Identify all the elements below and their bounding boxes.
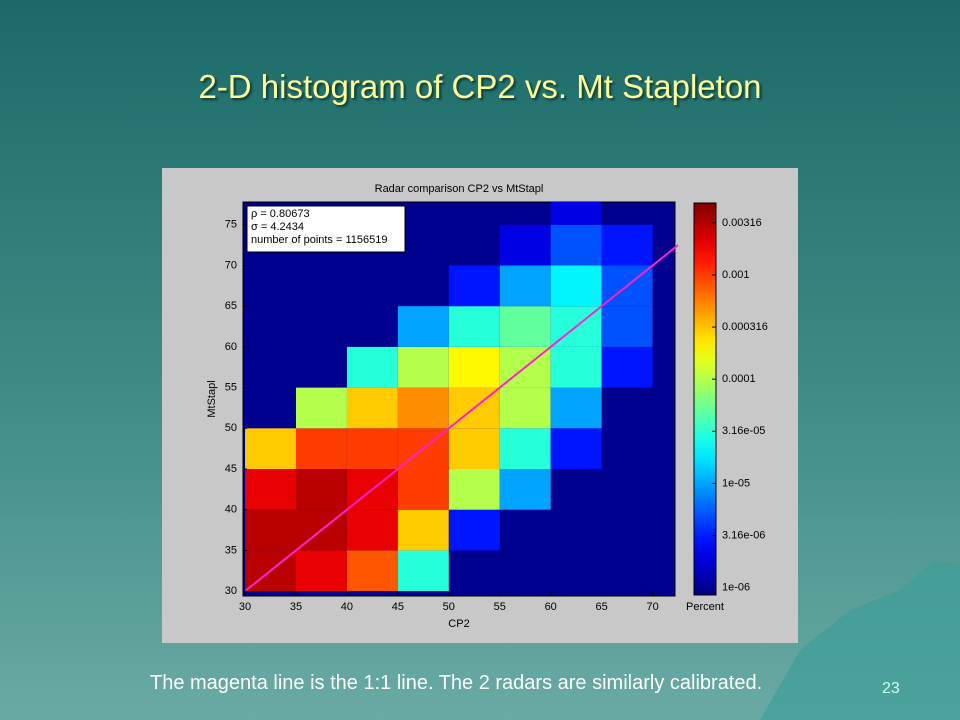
heatmap-cell: [448, 469, 500, 510]
heatmap-cell: [550, 202, 602, 225]
colorbar-label: Percent: [686, 601, 724, 613]
x-axis-label: CP2: [448, 618, 469, 630]
annotation: ρ = 0.80673: [251, 208, 310, 220]
heatmap-cell: [550, 346, 602, 388]
colorbar-tick-label: 3.16e-06: [722, 529, 765, 541]
y-tick-label: 50: [225, 422, 237, 434]
heatmap-cell: [448, 509, 500, 551]
heatmap-cell: [499, 306, 551, 347]
caption: The magenta line is the 1:1 line. The 2 …: [150, 672, 763, 694]
heatmap-cell: [397, 346, 449, 388]
y-tick-label: 70: [225, 259, 237, 271]
heatmap-cell: [397, 550, 449, 592]
heatmap-cell: [601, 306, 653, 347]
heatmap-cell: [295, 387, 347, 429]
heatmap-cell: [448, 306, 500, 347]
heatmap-cell: [550, 265, 602, 307]
heatmap-cell: [397, 509, 449, 551]
y-tick-label: 75: [225, 219, 237, 231]
heatmap-cell: [499, 469, 551, 510]
heatmap-cell: [550, 224, 602, 266]
colorbar-tick-label: 0.0001: [722, 373, 756, 385]
colorbar-tick-label: 0.001: [722, 269, 750, 281]
y-axis-label: MtStapl: [206, 380, 218, 417]
stats-box: [246, 205, 406, 253]
y-tick-label: 45: [225, 463, 237, 475]
heatmap-cell: [550, 387, 602, 429]
colorbar-tick-label: 1e-06: [722, 582, 750, 594]
y-tick-label: 30: [225, 585, 237, 597]
x-tick-label: 45: [392, 601, 404, 613]
heatmap-cell: [346, 428, 398, 470]
heatmap-cell: [601, 346, 653, 388]
heatmap-cell: [245, 509, 296, 551]
annotation: number of points = 1156519: [251, 234, 387, 246]
y-tick-label: 35: [225, 544, 237, 556]
page-number: 23: [882, 680, 900, 697]
colorbar-tick-label: 0.00316: [722, 217, 762, 229]
heatmap-cell: [245, 469, 296, 510]
x-tick-label: 40: [341, 601, 353, 613]
heatmap-cell: [448, 428, 500, 470]
heatmap-cell: [397, 469, 449, 510]
y-tick-label: 60: [225, 341, 237, 353]
x-tick-label: 70: [646, 601, 658, 613]
heatmap-cell: [346, 346, 398, 388]
colorbar-tick-label: 1e-05: [722, 477, 750, 489]
colorbar-tick-label: 0.000316: [722, 321, 768, 333]
heatmap-cell: [601, 224, 653, 266]
heatmap-cell: [295, 469, 347, 510]
x-tick-label: 55: [494, 601, 506, 613]
colorbar: [693, 202, 717, 596]
y-tick-label: 40: [225, 504, 237, 516]
heatmap-cell: [346, 509, 398, 551]
x-tick-label: 65: [596, 601, 608, 613]
heatmap-cell: [499, 387, 551, 429]
y-tick-label: 55: [225, 382, 237, 394]
heatmap-cell: [397, 387, 449, 429]
heatmap-cell: [550, 428, 602, 470]
x-tick-label: 35: [290, 601, 302, 613]
chart-title: Radar comparison CP2 vs MtStapl: [375, 183, 544, 195]
heatmap-cell: [448, 265, 500, 307]
heatmap-cell: [499, 428, 551, 470]
heatmap-cell: [346, 387, 398, 429]
heatmap-cell: [346, 550, 398, 592]
slide-title: 2-D histogram of CP2 vs. Mt Stapleton: [198, 68, 762, 105]
decoration: [760, 560, 960, 720]
x-tick-label: 50: [443, 601, 455, 613]
x-tick-label: 60: [545, 601, 557, 613]
heatmap-cell: [295, 428, 347, 470]
y-tick-label: 65: [225, 300, 237, 312]
colorbar-tick-label: 3.16e-05: [722, 425, 765, 437]
heatmap-cell: [499, 224, 551, 266]
heatmap-cell: [245, 428, 296, 470]
heatmap-cell: [295, 550, 347, 592]
reference-line: [244, 244, 679, 592]
heatmap-cell: [499, 265, 551, 307]
heatmap-cell: [448, 346, 500, 388]
x-tick-label: 30: [239, 601, 251, 613]
heatmap-cell: [397, 306, 449, 347]
annotation: σ = 4.2434: [251, 221, 304, 233]
